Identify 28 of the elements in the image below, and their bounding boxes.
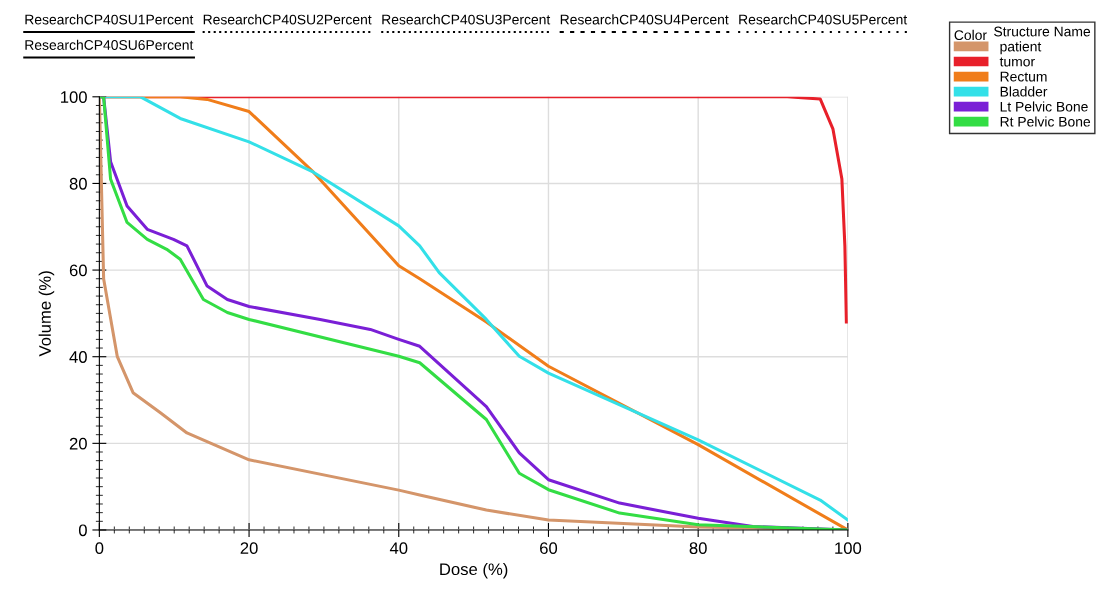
x-tick-label: 100 bbox=[835, 542, 862, 555]
text: ResearchCP40SU2Percent bbox=[203, 14, 372, 25]
x-tick-label: 40 bbox=[389, 542, 408, 555]
y-tick-label: 80 bbox=[69, 177, 87, 190]
x-axis-title: Dose (%) bbox=[440, 562, 508, 579]
legend-label: patient bbox=[1000, 41, 1042, 55]
legend-label: Rectum bbox=[1000, 71, 1047, 82]
y-tick-label: 100 bbox=[61, 91, 87, 103]
legend-title: Structure Name bbox=[994, 26, 1091, 37]
x-tick-label: 20 bbox=[240, 542, 258, 555]
x-tick-label: 60 bbox=[540, 542, 558, 555]
text: Color bbox=[954, 29, 987, 41]
legend-label: Rt Pelvic Bone bbox=[1000, 116, 1091, 127]
legend-label: Lt Pelvic Bone bbox=[1000, 101, 1088, 112]
legend-label: Bladder bbox=[1000, 86, 1048, 97]
text: ResearchCP40SU3Percent bbox=[382, 14, 551, 25]
y-tick-label: 40 bbox=[69, 351, 87, 363]
legend-label: tumor bbox=[999, 57, 1035, 67]
text: ResearchCP40SU4Percent bbox=[560, 14, 729, 25]
x-tick-label: 0 bbox=[95, 542, 104, 555]
x-tick-label: 80 bbox=[689, 542, 707, 555]
y-tick-label: 0 bbox=[78, 524, 87, 537]
text: ResearchCP40SU6Percent bbox=[25, 39, 194, 50]
y-axis-title: Volume (%) bbox=[38, 271, 55, 357]
text: ResearchCP40SU5Percent bbox=[739, 14, 908, 25]
y-tick-label: 60 bbox=[69, 264, 87, 277]
text: ResearchCP40SU1Percent bbox=[25, 14, 194, 25]
y-tick-label: 20 bbox=[69, 437, 87, 450]
